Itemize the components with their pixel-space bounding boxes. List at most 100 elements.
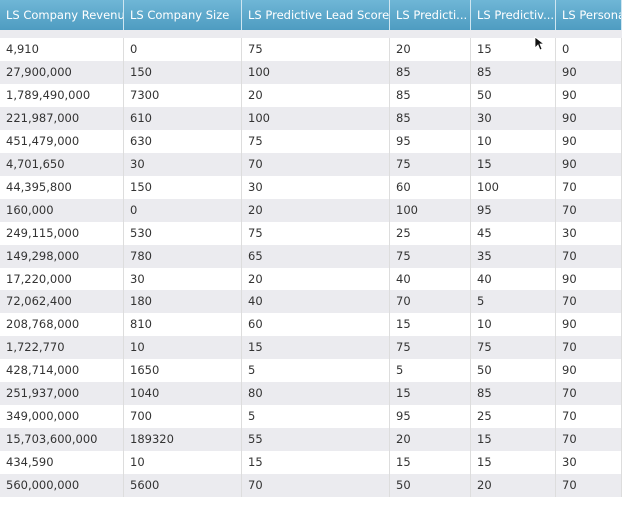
cell: 35 xyxy=(471,244,556,268)
row: 251,937,000 1040 80 15 85 70 xyxy=(0,382,622,406)
column-header[interactable]: LS Company Revenue xyxy=(0,0,124,30)
cell: 15 xyxy=(471,152,556,176)
row: 4,701,650 30 70 75 15 90 xyxy=(0,152,622,176)
cell: 560,000,000 xyxy=(0,474,124,498)
cell: 70 xyxy=(242,152,390,176)
cell: 100 xyxy=(242,106,390,130)
cell: 85 xyxy=(471,382,556,406)
cell: 149,298,000 xyxy=(0,244,124,268)
row: 451,479,000 630 75 95 10 90 xyxy=(0,129,622,153)
column-header[interactable]: LS Predicti... xyxy=(390,0,471,30)
cell: 90 xyxy=(556,129,622,153)
cell: 20 xyxy=(390,38,471,61)
cell: 90 xyxy=(556,267,622,291)
cell: 60 xyxy=(390,175,471,199)
cell: 189320 xyxy=(124,428,242,452)
cell: 15 xyxy=(471,428,556,452)
cell: 610 xyxy=(124,106,242,130)
cell: 1,722,770 xyxy=(0,336,124,360)
cell: 95 xyxy=(390,129,471,153)
cell: 0 xyxy=(124,38,242,61)
cell: 349,000,000 xyxy=(0,405,124,429)
cell: 0 xyxy=(124,198,242,222)
cell: 4,910 xyxy=(0,38,124,61)
cell: 50 xyxy=(471,83,556,107)
cell: 25 xyxy=(390,221,471,245)
cell: 40 xyxy=(471,267,556,291)
cell: 20 xyxy=(390,428,471,452)
row: 208,768,000 810 60 15 10 90 xyxy=(0,313,622,337)
column-header[interactable]: LS Predictive Lead Score xyxy=(242,0,390,30)
cell: 75 xyxy=(242,129,390,153)
cell: 25 xyxy=(471,405,556,429)
cell: 70 xyxy=(556,244,622,268)
row: 434,590 10 15 15 15 30 xyxy=(0,451,622,475)
cell: 60 xyxy=(242,313,390,337)
cell: 90 xyxy=(556,359,622,383)
cell: 10 xyxy=(471,313,556,337)
cell: 0 xyxy=(556,38,622,61)
cell: 10 xyxy=(124,336,242,360)
column-header[interactable]: LS Persona xyxy=(556,0,622,30)
cell: 15 xyxy=(390,451,471,475)
cell: 100 xyxy=(390,198,471,222)
cell: 27,900,000 xyxy=(0,60,124,84)
cell: 70 xyxy=(556,336,622,360)
row: 72,062,400 180 40 70 5 70 xyxy=(0,290,622,314)
cell: 75 xyxy=(242,221,390,245)
cell: 90 xyxy=(556,106,622,130)
column-header[interactable]: LS Company Size xyxy=(124,0,242,30)
cell: 150 xyxy=(124,175,242,199)
cell: 65 xyxy=(242,244,390,268)
cell: 15 xyxy=(242,451,390,475)
cell: 70 xyxy=(556,175,622,199)
cell: 80 xyxy=(242,382,390,406)
cell: 70 xyxy=(556,198,622,222)
cell: 85 xyxy=(390,60,471,84)
cell: 45 xyxy=(471,221,556,245)
cell: 30 xyxy=(556,451,622,475)
cell: 1040 xyxy=(124,382,242,406)
cell: 1650 xyxy=(124,359,242,383)
cell: 15 xyxy=(471,451,556,475)
row xyxy=(0,497,622,506)
row: 17,220,000 30 20 40 40 90 xyxy=(0,267,622,291)
cell: 70 xyxy=(556,382,622,406)
cell: 434,590 xyxy=(0,451,124,475)
column-header[interactable]: LS Predictiv... xyxy=(471,0,556,30)
cell: 1,789,490,000 xyxy=(0,83,124,107)
mouse-cursor xyxy=(534,36,546,51)
cell: 55 xyxy=(242,428,390,452)
row: 221,987,000 610 100 85 30 90 xyxy=(0,106,622,130)
cell: 70 xyxy=(390,290,471,314)
row: 428,714,000 1650 5 5 50 90 xyxy=(0,359,622,383)
cell: 20 xyxy=(242,198,390,222)
cell: 70 xyxy=(242,474,390,498)
cell: 30 xyxy=(242,175,390,199)
cell: 221,987,000 xyxy=(0,106,124,130)
cell: 780 xyxy=(124,244,242,268)
cell: 90 xyxy=(556,313,622,337)
cell: 5 xyxy=(390,359,471,383)
cell: 15 xyxy=(242,336,390,360)
row: 160,000 0 20 100 95 70 xyxy=(0,198,622,222)
cell: 15 xyxy=(471,38,556,61)
cell: 90 xyxy=(556,152,622,176)
cell: 100 xyxy=(471,175,556,199)
cell: 100 xyxy=(242,60,390,84)
cell: 10 xyxy=(471,129,556,153)
cell: 20 xyxy=(242,83,390,107)
cell: 5 xyxy=(242,359,390,383)
cell: 5 xyxy=(471,290,556,314)
cell: 95 xyxy=(471,198,556,222)
cell: 30 xyxy=(556,221,622,245)
cell: 810 xyxy=(124,313,242,337)
cell: 44,395,800 xyxy=(0,175,124,199)
cell: 150 xyxy=(124,60,242,84)
cell: 50 xyxy=(471,359,556,383)
cell: 85 xyxy=(390,106,471,130)
row: 149,298,000 780 65 75 35 70 xyxy=(0,244,622,268)
cell: 5600 xyxy=(124,474,242,498)
cell: 75 xyxy=(390,336,471,360)
row: 44,395,800 150 30 60 100 70 xyxy=(0,175,622,199)
